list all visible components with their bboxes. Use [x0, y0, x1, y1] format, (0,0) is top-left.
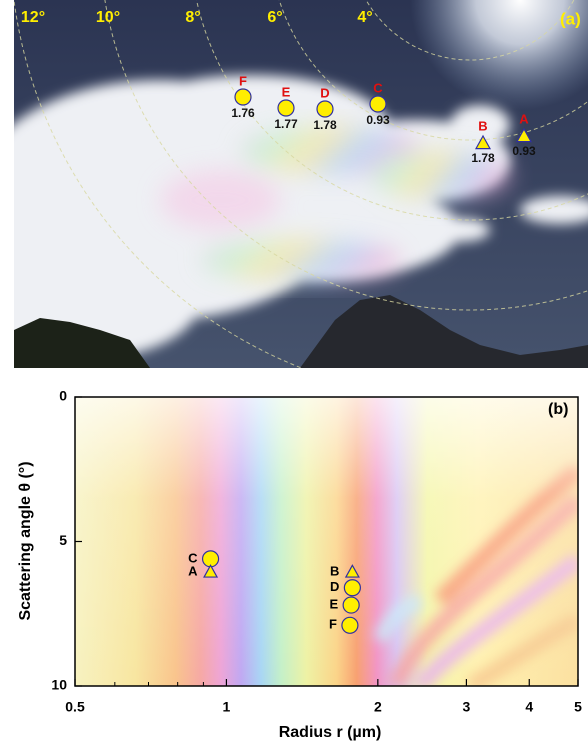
point-label: A [188, 563, 198, 578]
marker-letter: A [519, 111, 529, 126]
x-tick-label: 3 [463, 699, 471, 715]
point-label: E [329, 597, 338, 612]
angle-label: 4° [357, 9, 372, 26]
marker-letter: B [478, 118, 487, 133]
x-axis-label: Radius r (µm) [279, 724, 382, 741]
angle-label: 10° [96, 9, 120, 26]
point [344, 580, 360, 596]
marker-value: 0.93 [512, 144, 536, 158]
x-tick-label: 1 [223, 699, 231, 715]
y-tick-label: 5 [59, 532, 67, 548]
marker-value: 0.93 [366, 113, 390, 127]
marker-value: 1.78 [313, 118, 337, 132]
marker-value: 1.77 [274, 117, 298, 131]
angle-label: 6° [267, 9, 282, 26]
point [343, 597, 359, 613]
marker [370, 96, 386, 112]
point-label: F [329, 617, 337, 632]
marker [278, 100, 294, 116]
x-tick-label: 4 [525, 699, 533, 715]
x-tick-label: 5 [574, 699, 582, 715]
angle-label: 8° [185, 9, 200, 26]
marker [235, 89, 251, 105]
angle-label: 12° [21, 9, 45, 26]
y-tick-label: 10 [51, 677, 67, 693]
marker [317, 101, 333, 117]
x-tick-label: 2 [374, 699, 382, 715]
panel-label: (a) [560, 9, 581, 28]
marker-letter: C [373, 80, 383, 95]
marker-letter: F [239, 73, 247, 88]
point-label: D [330, 579, 339, 594]
marker-letter: E [282, 84, 291, 99]
figure: (a) (b) Radius r (µm) Scattering angle θ… [0, 0, 588, 743]
point [342, 617, 358, 633]
photo [0, 0, 588, 400]
marker-value: 1.78 [471, 151, 495, 165]
panel-label: (b) [548, 401, 568, 418]
y-tick-label: 0 [59, 388, 67, 404]
colormap [75, 397, 578, 686]
x-tick-label: 0.5 [65, 699, 85, 715]
y-axis-label: Scattering angle θ (°) [17, 461, 34, 620]
marker-value: 1.76 [231, 106, 255, 120]
point-label: B [330, 563, 339, 578]
marker-letter: D [320, 85, 329, 100]
